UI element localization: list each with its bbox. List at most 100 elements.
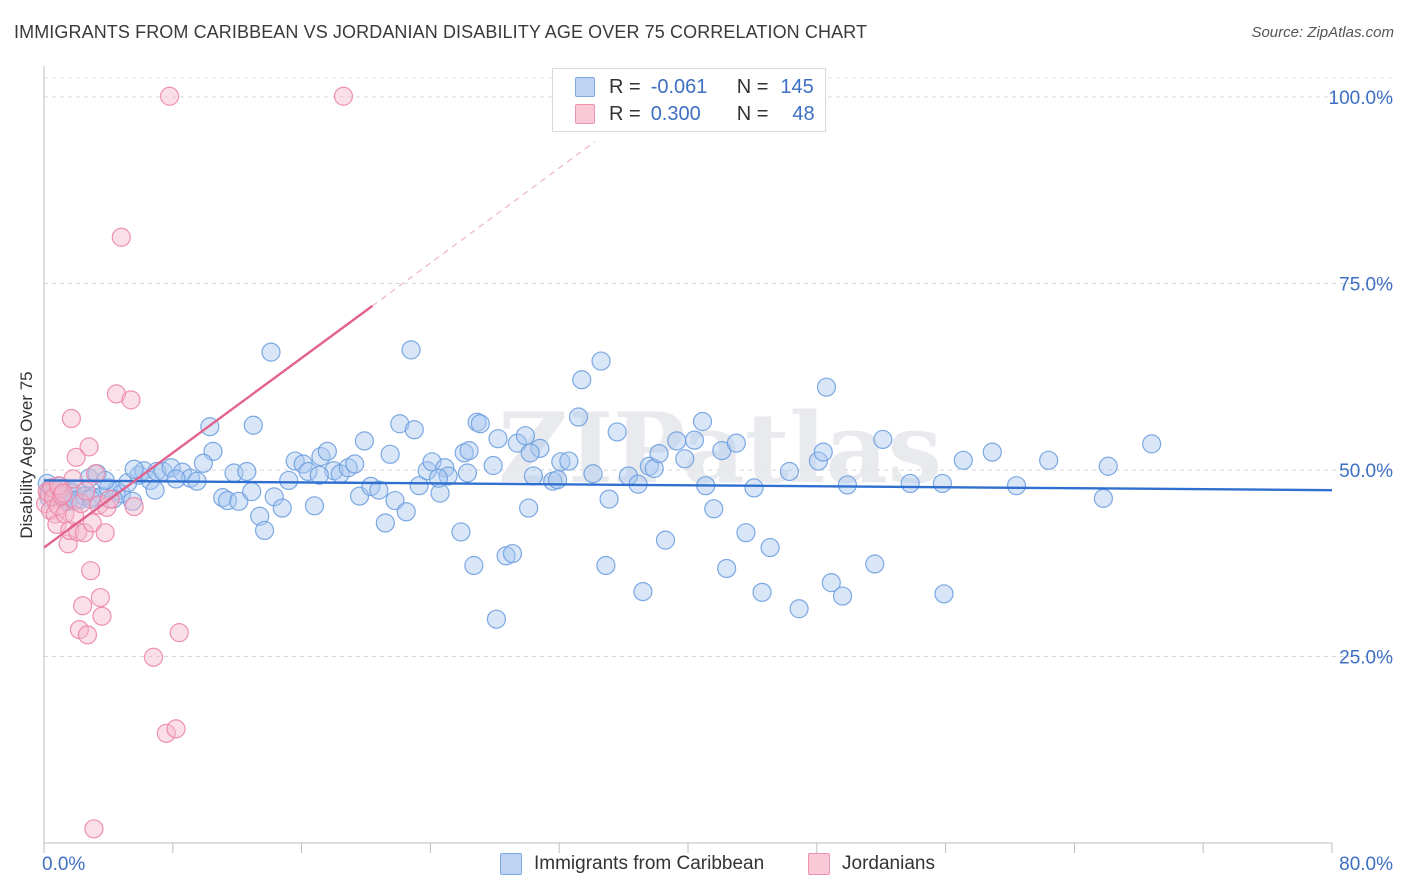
legend-row-jordanians: R = 0.300 N = 48 <box>575 102 815 126</box>
correlation-legend: R = -0.061 N = 145 R = 0.300 N = 48 <box>552 68 826 132</box>
trend-lines <box>43 141 1333 549</box>
point-caribbean <box>667 431 687 451</box>
point-caribbean <box>644 458 664 479</box>
legend-swatch-jordanians <box>575 104 595 124</box>
point-caribbean <box>779 461 800 482</box>
point-caribbean <box>254 520 275 541</box>
point-caribbean <box>520 443 540 463</box>
point-jordanian <box>333 86 354 106</box>
point-jordanian <box>90 587 110 608</box>
legend-r-label: R = <box>609 75 641 98</box>
point-caribbean <box>675 449 695 469</box>
trend-line-caribbean <box>43 479 1333 492</box>
point-caribbean <box>486 609 507 629</box>
point-caribbean <box>583 464 603 484</box>
point-caribbean <box>467 412 487 432</box>
point-caribbean <box>717 558 737 579</box>
point-caribbean <box>649 443 669 464</box>
point-jordanian <box>169 623 189 643</box>
trend-line-jordanians <box>43 304 374 549</box>
y-tick-label: 100.0% <box>1329 88 1394 109</box>
point-caribbean <box>380 444 400 464</box>
point-caribbean <box>369 480 389 500</box>
point-jordanian <box>106 384 127 404</box>
point-jordanian <box>74 523 94 543</box>
point-caribbean <box>599 489 619 509</box>
x-tick-label: 80.0% <box>1339 854 1393 875</box>
point-caribbean <box>507 433 527 453</box>
point-jordanian <box>156 723 176 743</box>
point-caribbean <box>760 537 780 558</box>
point-caribbean <box>459 441 479 461</box>
point-caribbean <box>1142 434 1162 454</box>
point-caribbean <box>736 523 756 543</box>
point-caribbean <box>161 458 181 478</box>
legend-swatch-caribbean <box>575 77 595 97</box>
point-caribbean <box>345 454 365 474</box>
legend-n-label: N = <box>736 75 769 98</box>
point-caribbean <box>193 453 213 473</box>
point-caribbean <box>166 469 186 489</box>
legend-swatch-caribbean <box>500 853 522 875</box>
point-caribbean <box>607 422 627 442</box>
legend-r-label: R = <box>609 102 641 125</box>
point-caribbean <box>726 433 746 453</box>
legend-n-label: N = <box>736 102 769 125</box>
point-caribbean <box>488 429 508 449</box>
point-jordanian <box>81 561 101 581</box>
legend-n-value: 48 <box>792 102 815 125</box>
point-caribbean <box>451 522 471 542</box>
point-caribbean <box>464 555 484 576</box>
point-jordanian <box>95 523 115 543</box>
tick-labels: 25.0% 50.0% 75.0% 100.0% 0.0% 80.0% <box>42 88 1393 875</box>
point-caribbean <box>932 473 952 494</box>
point-caribbean <box>953 450 973 470</box>
point-caribbean <box>396 502 416 522</box>
point-caribbean <box>1006 476 1027 496</box>
point-jordanian <box>92 606 112 626</box>
point-caribbean <box>837 475 857 495</box>
point-caribbean <box>982 442 1002 462</box>
point-caribbean <box>789 599 809 619</box>
axes <box>43 66 1333 853</box>
point-caribbean <box>591 351 611 371</box>
point-caribbean <box>354 431 374 451</box>
point-caribbean <box>655 530 676 550</box>
point-jordanian <box>124 496 144 517</box>
point-caribbean <box>404 420 424 440</box>
point-caribbean <box>832 586 853 606</box>
point-caribbean <box>934 584 954 604</box>
point-jordanian <box>61 408 81 429</box>
point-caribbean <box>243 415 263 435</box>
point-caribbean <box>865 554 885 574</box>
point-jordanian <box>111 227 131 247</box>
point-caribbean <box>1093 488 1113 508</box>
point-caribbean <box>752 582 772 602</box>
point-caribbean <box>401 340 421 360</box>
point-caribbean <box>1039 450 1059 470</box>
point-caribbean <box>704 499 724 519</box>
point-caribbean <box>519 498 539 518</box>
legend-swatch-jordanians <box>808 853 830 875</box>
legend-row-caribbean: R = -0.061 N = 145 <box>575 75 814 99</box>
legend-r-value: -0.061 <box>650 75 708 98</box>
point-caribbean <box>390 414 410 434</box>
point-caribbean <box>547 470 568 490</box>
point-caribbean <box>502 543 523 564</box>
bottom-legend-jordanians: Jordanians <box>808 852 935 876</box>
legend-r-value: 0.300 <box>650 102 701 125</box>
point-caribbean <box>515 426 535 446</box>
y-tick-label: 25.0% <box>1339 648 1393 669</box>
point-caribbean <box>304 496 325 516</box>
point-jordanian <box>82 513 102 533</box>
y-tick-label: 75.0% <box>1339 275 1393 296</box>
point-caribbean <box>375 513 395 533</box>
point-caribbean <box>237 461 257 482</box>
point-caribbean <box>821 573 841 593</box>
point-caribbean <box>559 451 579 471</box>
chart-title: IMMIGRANTS FROM CARIBBEAN VS JORDANIAN D… <box>14 22 868 42</box>
point-jordanian <box>79 437 99 457</box>
point-caribbean <box>272 498 292 518</box>
point-caribbean <box>229 491 249 511</box>
